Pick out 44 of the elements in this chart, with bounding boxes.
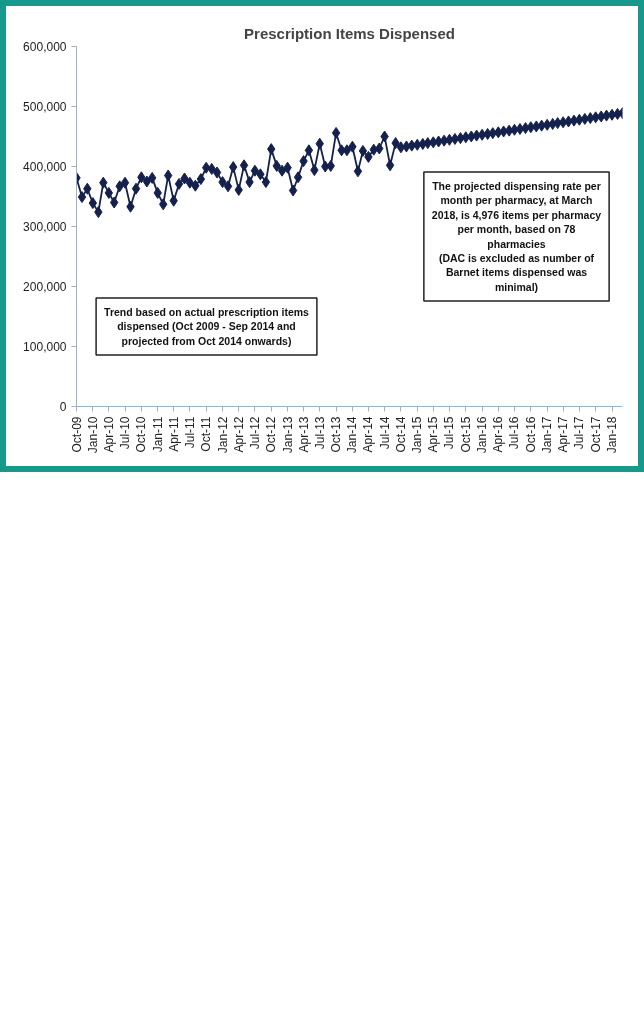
x-tick-label: Apr-14 [361,416,376,453]
x-tick-label: Jul-11 [182,416,197,449]
x-tick-label: Oct-17 [588,416,603,453]
x-tick-label: Jan-14 [345,416,360,454]
x-tick-label: Oct-14 [393,416,408,453]
x-tick-label: Apr-17 [556,416,571,453]
x-tick-label: Oct-11 [199,416,214,452]
annotation: The projected dispensing rate per month per pharmacy, at March 2018, is 4,976 items per pharmacy per month, based on 78 pharmacies (DAC is excluded as number of Barnet items dispensed was minimal) [431,180,602,293]
y-tick-label: 600,000 [23,40,67,54]
x-tick-label: Oct-10 [134,416,149,453]
x-tick-label: Jul-13 [312,416,327,450]
x-tick-label: Jul-17 [572,416,587,450]
annotation: Trend based on actual prescription items dispensed (Oct 2009 - Sep 2014 and projected from Oct 2014 onwards) [104,306,310,347]
x-tick-label: Apr-10 [101,416,116,453]
y-tick-label: 500,000 [23,100,67,114]
x-tick-label: Oct-15 [458,416,473,453]
x-tick-label: Jan-12 [215,416,230,454]
x-tick-label: Jan-18 [605,416,620,454]
x-tick-label: Apr-15 [426,416,441,453]
x-tick-label: Oct-13 [329,416,344,453]
x-tick-label: Jul-15 [442,416,457,450]
y-tick-label: 300,000 [23,220,67,234]
x-tick-label: Jan-11 [150,416,165,453]
x-tick-label: Jul-10 [118,416,133,450]
x-tick-label: Jan-13 [280,416,295,454]
y-tick-label: 200,000 [23,280,67,294]
x-tick-label: Jan-10 [85,416,100,454]
x-tick-label: Oct-09 [69,416,84,453]
x-tick-label: Jul-12 [247,416,262,450]
y-tick-label: 100,000 [23,340,67,354]
y-tick-label: 0 [59,400,67,414]
x-tick-label: Apr-11 [166,416,181,452]
x-tick-label: Apr-13 [296,416,311,453]
x-tick-label: Apr-16 [491,416,506,453]
x-tick-label: Jul-14 [377,416,392,450]
y-tick-label: 400,000 [23,160,67,174]
x-tick-label: Jul-16 [507,416,522,450]
x-tick-label: Jan-16 [475,416,490,454]
chart-title: Prescription Items Dispensed [244,24,455,42]
x-tick-label: Oct-12 [264,416,279,453]
x-tick-label: Apr-12 [231,416,246,453]
x-tick-label: Jan-17 [540,416,555,454]
x-tick-label: Oct-16 [523,416,538,453]
x-tick-label: Jan-15 [410,416,425,454]
